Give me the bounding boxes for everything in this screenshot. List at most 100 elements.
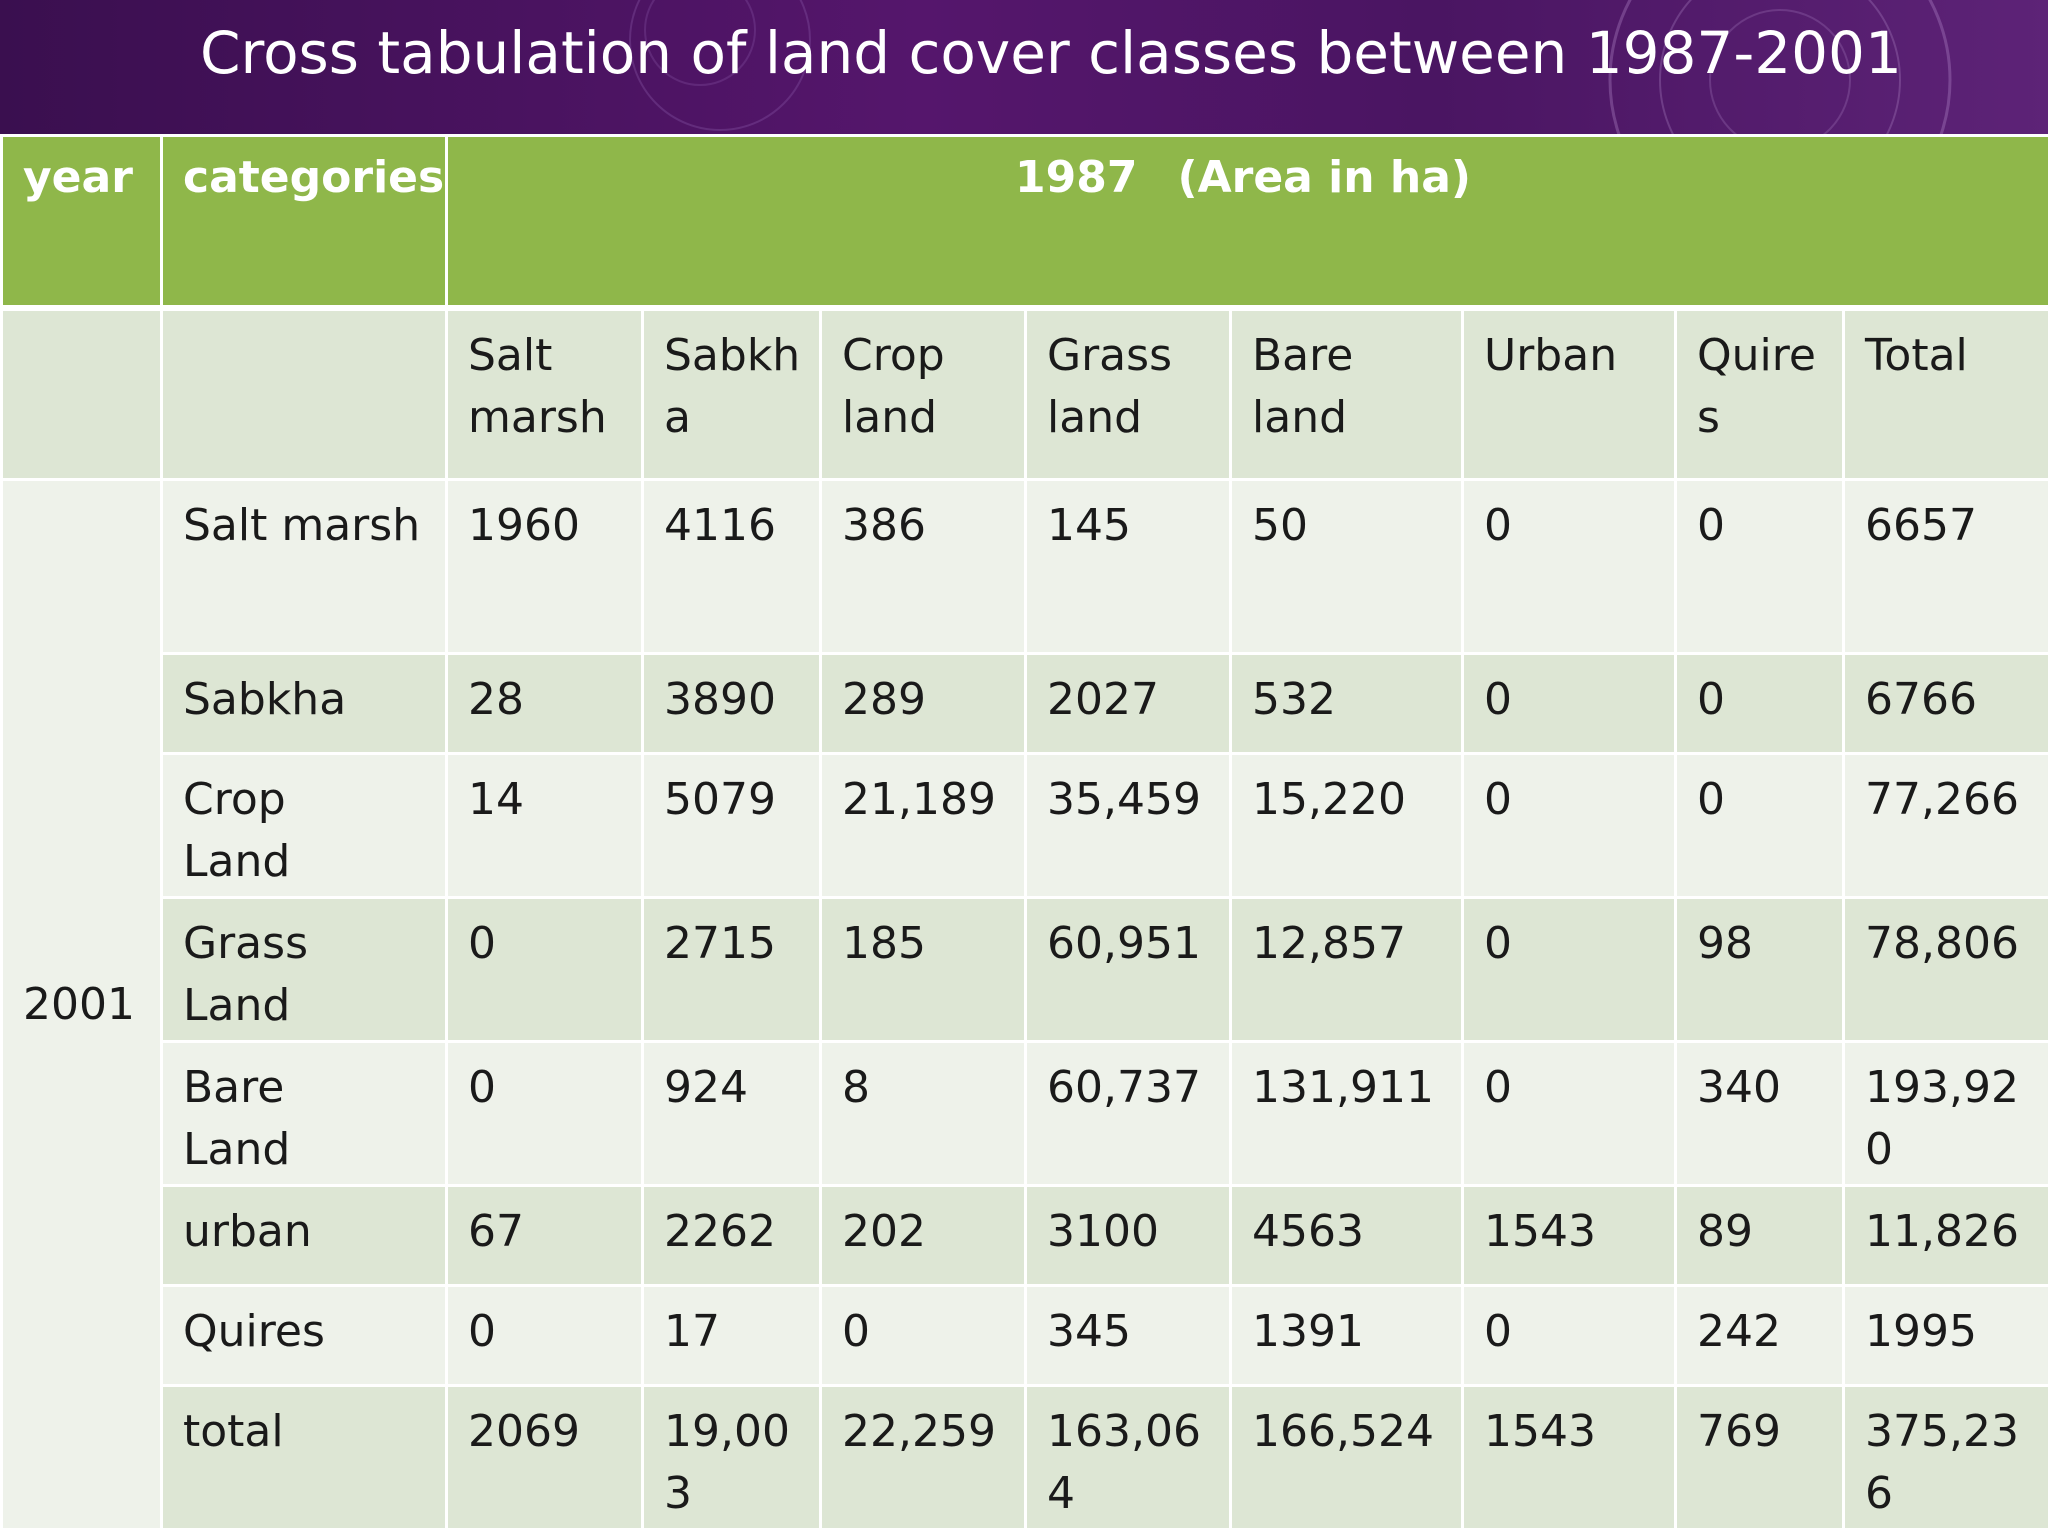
value-cell: 202 (819, 1184, 1027, 1287)
value-cell: 193,92 0 (1841, 1040, 2048, 1187)
table-row: Quires 0 17 0 345 1391 0 242 1995 (2, 1284, 2048, 1387)
value-cell: 2069 (445, 1384, 644, 1531)
decorative-circles-graphic (629, 0, 1952, 134)
value-cell: 60,737 (1024, 1040, 1232, 1187)
column-header: Grass land (1024, 306, 1232, 481)
category-cell: Grass Land (160, 896, 448, 1043)
value-cell: 345 (1024, 1284, 1232, 1387)
column-header: Urban (1461, 306, 1677, 481)
table-cell (160, 306, 448, 481)
table-row: Grass Land 0 2715 185 60,951 12,857 0 98 78,806 (2, 896, 2048, 1043)
category-cell: Bare Land (160, 1040, 448, 1187)
value-cell: 2027 (1024, 652, 1232, 755)
value-cell: 1543 (1461, 1184, 1677, 1287)
category-cell: urban (160, 1184, 448, 1287)
value-cell: 98 (1674, 896, 1845, 1043)
value-cell: 2715 (641, 896, 822, 1043)
table-body: 2001 Salt marsh 1960 4116 386 145 50 0 0 6657 Sabk… (0, 478, 2048, 1531)
value-cell: 8 (819, 1040, 1027, 1187)
value-cell: 67 (445, 1184, 644, 1287)
column-header: Quire s (1674, 306, 1845, 481)
value-cell: 14 (445, 752, 644, 899)
value-cell: 1543 (1461, 1384, 1677, 1531)
value-cell: 21,189 (819, 752, 1027, 899)
value-cell: 0 (1674, 478, 1845, 655)
value-cell: 145 (1024, 478, 1232, 655)
value-cell: 0 (1461, 896, 1677, 1043)
categories-header: categories (160, 134, 448, 311)
value-cell: 769 (1674, 1384, 1845, 1531)
value-cell: 0 (1461, 1284, 1677, 1387)
value-cell: 0 (1674, 752, 1845, 899)
value-cell: 1391 (1229, 1284, 1464, 1387)
table-row: Bare Land 0 924 8 60,737 131,911 0 340 193,92 0 (2, 1040, 2048, 1187)
slide-title: Cross tabulation of land cover classes b… (200, 19, 1902, 87)
value-cell: 0 (445, 896, 644, 1043)
value-cell: 0 (1461, 1040, 1677, 1187)
year-cell: 2001 (0, 478, 163, 1531)
column-header: Sabkh a (641, 306, 822, 481)
value-cell: 163,06 4 (1024, 1384, 1232, 1531)
value-cell: 0 (445, 1040, 644, 1187)
table-cell (0, 306, 163, 481)
column-header-row: Salt marsh Sabkh a Crop land Grass land … (0, 306, 2048, 481)
value-cell: 2262 (641, 1184, 822, 1287)
value-cell: 242 (1674, 1284, 1845, 1387)
table-row: total 2069 19,00 3 22,259 163,06 4 166,524 154… (2, 1384, 2048, 1531)
value-cell: 166,524 (1229, 1384, 1464, 1531)
value-cell: 19,00 3 (641, 1384, 822, 1531)
value-cell: 4563 (1229, 1184, 1464, 1287)
category-cell: Salt marsh (160, 478, 448, 655)
value-cell: 35,459 (1024, 752, 1232, 899)
table-row: Crop Land 14 5079 21,189 35,459 15,220 0 0 77,26… (2, 752, 2048, 899)
value-cell: 22,259 (819, 1384, 1027, 1531)
value-cell: 89 (1674, 1184, 1845, 1287)
table-header-row: year categories 1987 (Area in ha) (0, 134, 2048, 311)
value-cell: 0 (1461, 752, 1677, 899)
category-cell: Quires (160, 1284, 448, 1387)
value-cell: 0 (1461, 652, 1677, 755)
value-cell: 1960 (445, 478, 644, 655)
table-row: urban 67 2262 202 3100 4563 1543 89 11,826 (2, 1184, 2048, 1287)
value-cell: 924 (641, 1040, 822, 1187)
cross-tabulation-table: year categories 1987 (Area in ha) Salt ma… (0, 134, 2048, 1531)
value-cell: 28 (445, 652, 644, 755)
category-cell: total (160, 1384, 448, 1531)
value-cell: 11,826 (1841, 1184, 2048, 1287)
column-header: Salt marsh (445, 306, 644, 481)
category-cell: Sabkha (160, 652, 448, 755)
year-header: year (0, 134, 163, 311)
value-cell: 78,806 (1841, 896, 2048, 1043)
value-cell: 15,220 (1229, 752, 1464, 899)
value-cell: 1995 (1841, 1284, 2048, 1387)
value-cell: 4116 (641, 478, 822, 655)
value-cell: 3100 (1024, 1184, 1232, 1287)
category-cell: Crop Land (160, 752, 448, 899)
column-header: Total (1841, 306, 2048, 481)
table-row: 2001 Salt marsh 1960 4116 386 145 50 0 0 6657 (0, 478, 2048, 1531)
value-cell: 3890 (641, 652, 822, 755)
value-cell: 60,951 (1024, 896, 1232, 1043)
value-cell: 6766 (1841, 652, 2048, 755)
group-header-1987: 1987 (Area in ha) (444, 134, 2048, 311)
group-year: 1987 (1015, 152, 1138, 203)
value-cell: 289 (819, 652, 1027, 755)
column-header: Crop land (819, 306, 1027, 481)
value-cell: 386 (819, 478, 1027, 655)
value-cell: 185 (819, 896, 1027, 1043)
value-cell: 0 (1674, 652, 1845, 755)
value-cell: 375,23 6 (1841, 1384, 2048, 1531)
value-cell: 340 (1674, 1040, 1845, 1187)
value-cell: 0 (819, 1284, 1027, 1387)
group-unit: (Area in ha) (1177, 152, 1472, 203)
value-cell: 0 (1461, 478, 1677, 655)
value-cell: 17 (641, 1284, 822, 1387)
column-header: Bare land (1229, 306, 1464, 481)
table-row: Sabkha 28 3890 289 2027 532 0 0 6766 (2, 652, 2048, 755)
value-cell: 131,911 (1229, 1040, 1464, 1187)
value-cell: 12,857 (1229, 896, 1464, 1043)
value-cell: 0 (445, 1284, 644, 1387)
title-banner: Cross tabulation of land cover classes b… (0, 0, 2048, 134)
value-cell: 50 (1229, 478, 1464, 655)
value-cell: 5079 (641, 752, 822, 899)
